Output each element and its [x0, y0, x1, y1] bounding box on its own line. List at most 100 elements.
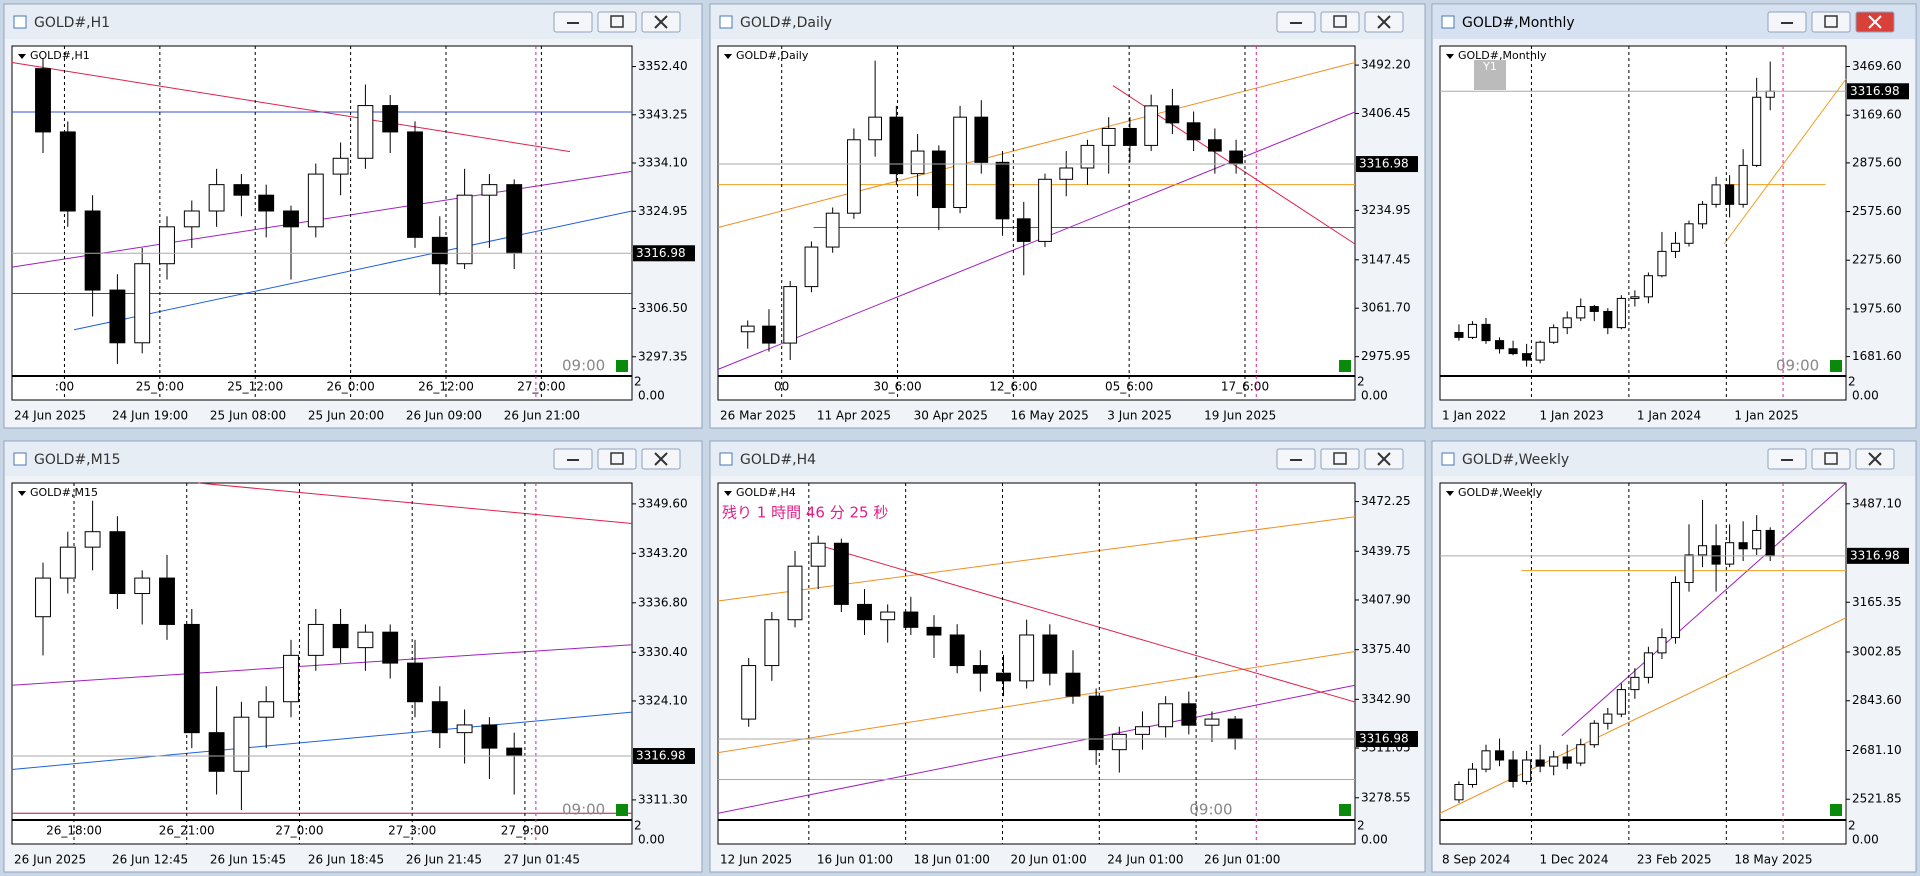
x-tick-label: 16 May 2025 [1010, 409, 1088, 423]
x-tick-label: 26 Jun 15:45 [210, 853, 286, 867]
candle-body [889, 116, 904, 175]
window-icon [13, 15, 27, 29]
candle-body [833, 542, 849, 605]
candle-body [1697, 203, 1708, 225]
x-tick-label: 30 Apr 2025 [914, 409, 988, 423]
candle-body [407, 131, 423, 238]
x-tick-label: 26 Jun 2025 [14, 853, 86, 867]
candle-body [1684, 554, 1694, 583]
y-tick-label: 3278.55 [1361, 790, 1411, 804]
candle-body [35, 577, 51, 618]
grid-label: 17_6:00 [1221, 380, 1269, 394]
candle-body [109, 531, 126, 595]
grid-label: 26_0:00 [327, 380, 375, 394]
close-glyph [1868, 452, 1882, 466]
y-tick-label: 3324.10 [638, 693, 688, 707]
y-tick-label: 3343.20 [638, 546, 688, 560]
sub-scale-bottom: 0.00 [1361, 833, 1388, 847]
grid-label: 30_6:00 [873, 380, 921, 394]
x-tick-label: 1 Jan 2024 [1637, 409, 1701, 423]
trend-line [813, 543, 1356, 703]
candle-body [1065, 672, 1081, 697]
window-title: GOLD#,H4 [740, 452, 816, 468]
maximize-button[interactable] [1811, 448, 1851, 470]
grid-label: 25_12:00 [227, 380, 283, 394]
candle-body [1111, 733, 1127, 751]
candle-body [1549, 756, 1559, 767]
candle-body [1522, 759, 1532, 782]
x-tick-label: 1 Jan 2025 [1734, 409, 1798, 423]
sub-scale-top: 2 [634, 819, 642, 833]
y-tick-label: 2521.85 [1852, 792, 1902, 806]
trend-line [1561, 482, 1847, 737]
grid-label: 27_3:00 [388, 824, 436, 838]
candle-body [506, 747, 523, 757]
y-tick-label: 3406.45 [1361, 106, 1411, 120]
candle-body [456, 194, 473, 265]
window-title: GOLD#,M15 [34, 452, 121, 468]
window-icon [719, 452, 733, 466]
maximize-glyph [1824, 15, 1838, 28]
countdown: 残り 1 時間 46 分 25 秒 [722, 504, 888, 522]
chart-window: GOLD#,H4 3472.25 3439.75 3407.90 3375.40 3342… [709, 440, 1426, 873]
sub-scale-top: 2 [1848, 819, 1856, 833]
grid-label: 00 [774, 380, 789, 394]
maximize-button[interactable] [1320, 448, 1360, 470]
y-tick-label: 3492.20 [1361, 58, 1411, 72]
close-glyph [1377, 452, 1391, 466]
candle-body [996, 672, 1011, 682]
window-icon [719, 15, 733, 29]
candle-body [1059, 167, 1074, 180]
candle-body [1576, 306, 1586, 319]
sub-scale-bottom: 0.00 [1852, 389, 1879, 403]
y-tick-label: 2875.60 [1852, 155, 1902, 169]
candle-body [762, 325, 776, 344]
x-tick-label: 23 Feb 2025 [1637, 853, 1712, 867]
price-label: 3316.98 [1850, 84, 1900, 98]
candle-body [1643, 652, 1653, 678]
candle-body [1204, 718, 1220, 726]
candle-body [59, 546, 76, 579]
chart-window: GOLD#,Monthly 3469.60 3169.60 2875.60 2575.6… [1431, 3, 1917, 429]
candle-body [332, 157, 349, 175]
maximize-button[interactable] [597, 448, 637, 470]
title-bar [711, 442, 1424, 476]
candle-body [1467, 323, 1478, 338]
candle-body [804, 246, 819, 288]
y-tick-label: 1975.60 [1852, 301, 1902, 315]
maximize-button[interactable] [597, 11, 637, 33]
price-label: 3316.98 [1850, 548, 1900, 562]
status-box [1339, 804, 1351, 816]
y-tick-label: 2681.10 [1852, 743, 1902, 757]
window-icon [1441, 15, 1455, 29]
y-tick-label: 3375.40 [1361, 642, 1411, 656]
candle-body [1535, 759, 1545, 767]
candle-body [1508, 759, 1518, 782]
x-tick-label: 3 Jun 2025 [1107, 409, 1172, 423]
candle-body [1589, 306, 1599, 312]
x-tick-label: 12 Jun 2025 [720, 853, 792, 867]
candle-body [1088, 695, 1104, 751]
candle-body [407, 662, 423, 703]
candle-body [109, 289, 126, 344]
x-tick-label: 16 Jun 01:00 [817, 853, 893, 867]
trend-line [11, 711, 633, 770]
maximize-button[interactable] [1811, 11, 1851, 33]
y-tick-label: 3472.25 [1361, 494, 1411, 508]
status-box [616, 360, 628, 372]
maximize-glyph [1333, 452, 1347, 465]
grid-label: 26_12:00 [418, 380, 474, 394]
candle-body [159, 226, 175, 265]
y-tick-label: 2975.95 [1361, 349, 1411, 363]
candle-body [506, 184, 523, 254]
x-tick-label: 1 Dec 2024 [1539, 853, 1608, 867]
x-tick-label: 20 Jun 01:00 [1010, 853, 1086, 867]
candle-body [1016, 218, 1031, 242]
y-tick-label: 3002.85 [1852, 645, 1902, 659]
candle-body [1494, 340, 1505, 350]
maximize-button[interactable] [1320, 11, 1360, 33]
candle-body [903, 611, 919, 628]
x-tick-label: 26 Jun 21:00 [504, 409, 580, 423]
plot-area [717, 482, 1356, 845]
